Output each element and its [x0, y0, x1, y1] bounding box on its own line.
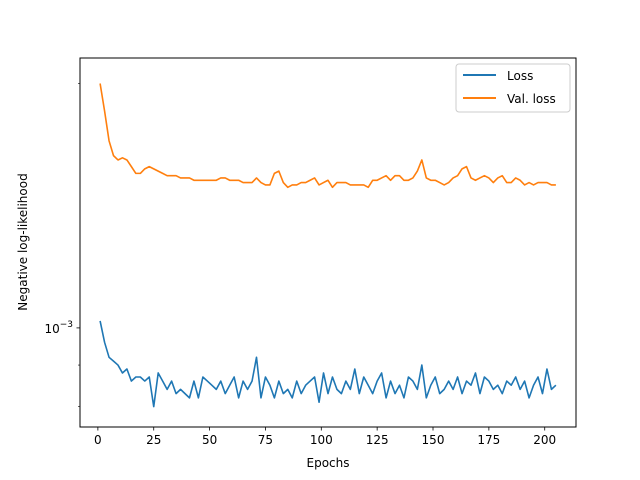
x-tick-label: 50 [202, 433, 217, 447]
x-tick-label: 0 [94, 433, 102, 447]
series-line-loss [99, 320, 557, 408]
y-axis-label: Negative log-likelihood [16, 173, 30, 310]
series-line-val-loss [99, 83, 556, 189]
legend: Loss Val. loss [455, 63, 571, 113]
x-tick-label: 175 [477, 433, 500, 447]
x-tick-label: 200 [533, 433, 556, 447]
x-tick-label: 150 [422, 433, 445, 447]
legend-label-val-loss: Val. loss [507, 92, 556, 106]
y-tick-label: 10−3 [44, 320, 73, 336]
plot-lines [99, 83, 557, 408]
x-axis-label: Epochs [307, 456, 350, 470]
x-tick-label: 25 [146, 433, 161, 447]
x-axis-ticks: 0 25 50 75 100 125 150 175 200 [94, 427, 556, 447]
plot-frame [79, 57, 577, 428]
legend-label-loss: Loss [507, 69, 533, 83]
x-tick-label: 125 [366, 433, 389, 447]
y-axis-ticks: 10−3 [44, 83, 80, 407]
x-tick-label: 75 [258, 433, 273, 447]
x-tick-label: 100 [310, 433, 333, 447]
